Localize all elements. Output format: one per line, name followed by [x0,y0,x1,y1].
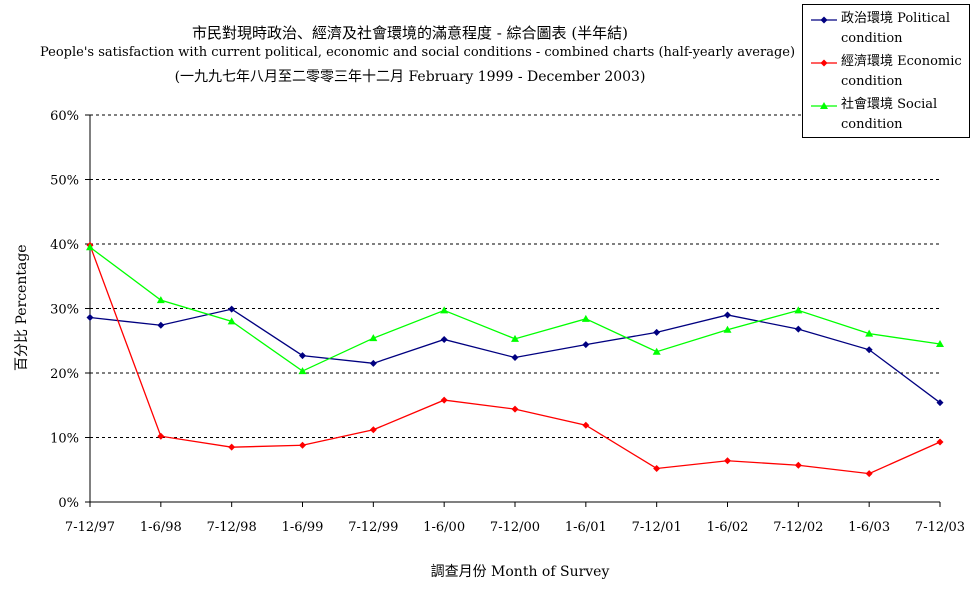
legend-swatch-social [811,102,837,109]
data-point-economic [936,438,944,446]
series-line-social [89,246,941,372]
data-point-political [511,354,519,362]
legend-swatch-political [811,16,837,24]
y-tick-label: 50% [50,174,79,189]
legend-entry-political: 政治環境 Political condition [803,9,971,49]
data-point-economic [653,464,661,472]
data-point-economic [369,426,377,434]
legend-label-political: 政治環境 Political condition [841,11,951,46]
x-tick-label: 1-6/01 [565,520,607,535]
data-point-political [582,341,590,349]
data-point-social [156,296,165,304]
data-point-social [511,334,519,342]
data-point-social [865,329,874,337]
x-tick-label: 7-12/02 [773,520,823,535]
x-tick-label: 7-12/97 [65,520,115,535]
data-point-political [157,321,165,329]
chart-title-chinese: 市民對現時政治、經濟及社會環境的滿意程度 - 綜合圖表 (半年結) [191,24,629,42]
data-point-social [723,325,732,333]
data-point-political [86,314,94,322]
x-tick-label: 1-6/99 [282,520,324,535]
data-point-political [299,352,306,360]
data-point-political [653,328,661,336]
data-point-economic [440,396,448,404]
x-tick-label: 1-6/00 [423,520,465,535]
data-point-social [86,243,94,251]
data-point-economic [865,470,873,478]
data-point-social [936,339,944,347]
data-point-social [369,334,378,342]
y-tick-label: 20% [50,367,79,382]
data-point-political [369,359,377,367]
y-tick-label: 60% [50,109,79,124]
x-tick-label: 1-6/02 [707,520,749,535]
x-tick-label: 7-12/03 [915,520,965,535]
x-tick-label: 7-12/01 [632,520,682,535]
y-tick-label: 30% [50,303,79,318]
x-axis-label: 調查月份 Month of Survey [430,564,610,580]
data-point-economic [299,441,306,449]
chart-title-english: People's satisfaction with current polit… [40,45,796,60]
data-point-political [724,311,731,319]
data-point-economic [228,443,236,451]
data-point-economic [157,432,165,440]
data-point-political [865,346,873,354]
data-point-social [227,317,236,325]
y-tick-label: 0% [58,496,79,511]
data-point-economic [582,421,590,429]
data-point-political [228,305,236,313]
data-point-economic [724,457,731,465]
data-point-social [652,347,661,355]
legend-entry-economic: 經濟環境 Economic condition [803,52,971,92]
data-point-economic [511,405,519,413]
legend-entry-social: 社會環境 Social condition [803,95,971,135]
y-tick-label: 40% [50,238,79,253]
legend-swatch-economic [811,59,837,67]
x-tick-label: 7-12/98 [207,520,257,535]
data-point-social [440,306,449,314]
chart-subtitle: (一九九七年八月至二零零三年十二月 February 1999 - Decemb… [174,69,646,85]
x-tick-label: 1-6/98 [140,520,182,535]
x-tick-label: 1-6/03 [848,520,890,535]
data-point-social [794,306,803,314]
legend-label-economic: 經濟環境 Economic condition [841,54,962,89]
data-point-political [936,399,944,407]
y-axis-label: 百分比 Percentage [14,244,30,371]
chart-legend: 政治環境 Political condition 經濟環境 Economic c… [802,4,970,138]
legend-label-social: 社會環境 Social condition [841,97,938,132]
y-tick-label: 10% [50,432,79,447]
data-point-economic [794,461,802,469]
data-point-political [794,325,802,333]
data-point-social [298,367,307,375]
x-tick-label: 7-12/99 [348,520,398,535]
data-point-political [440,335,448,343]
x-tick-label: 7-12/00 [490,520,540,535]
data-point-social [581,314,590,322]
